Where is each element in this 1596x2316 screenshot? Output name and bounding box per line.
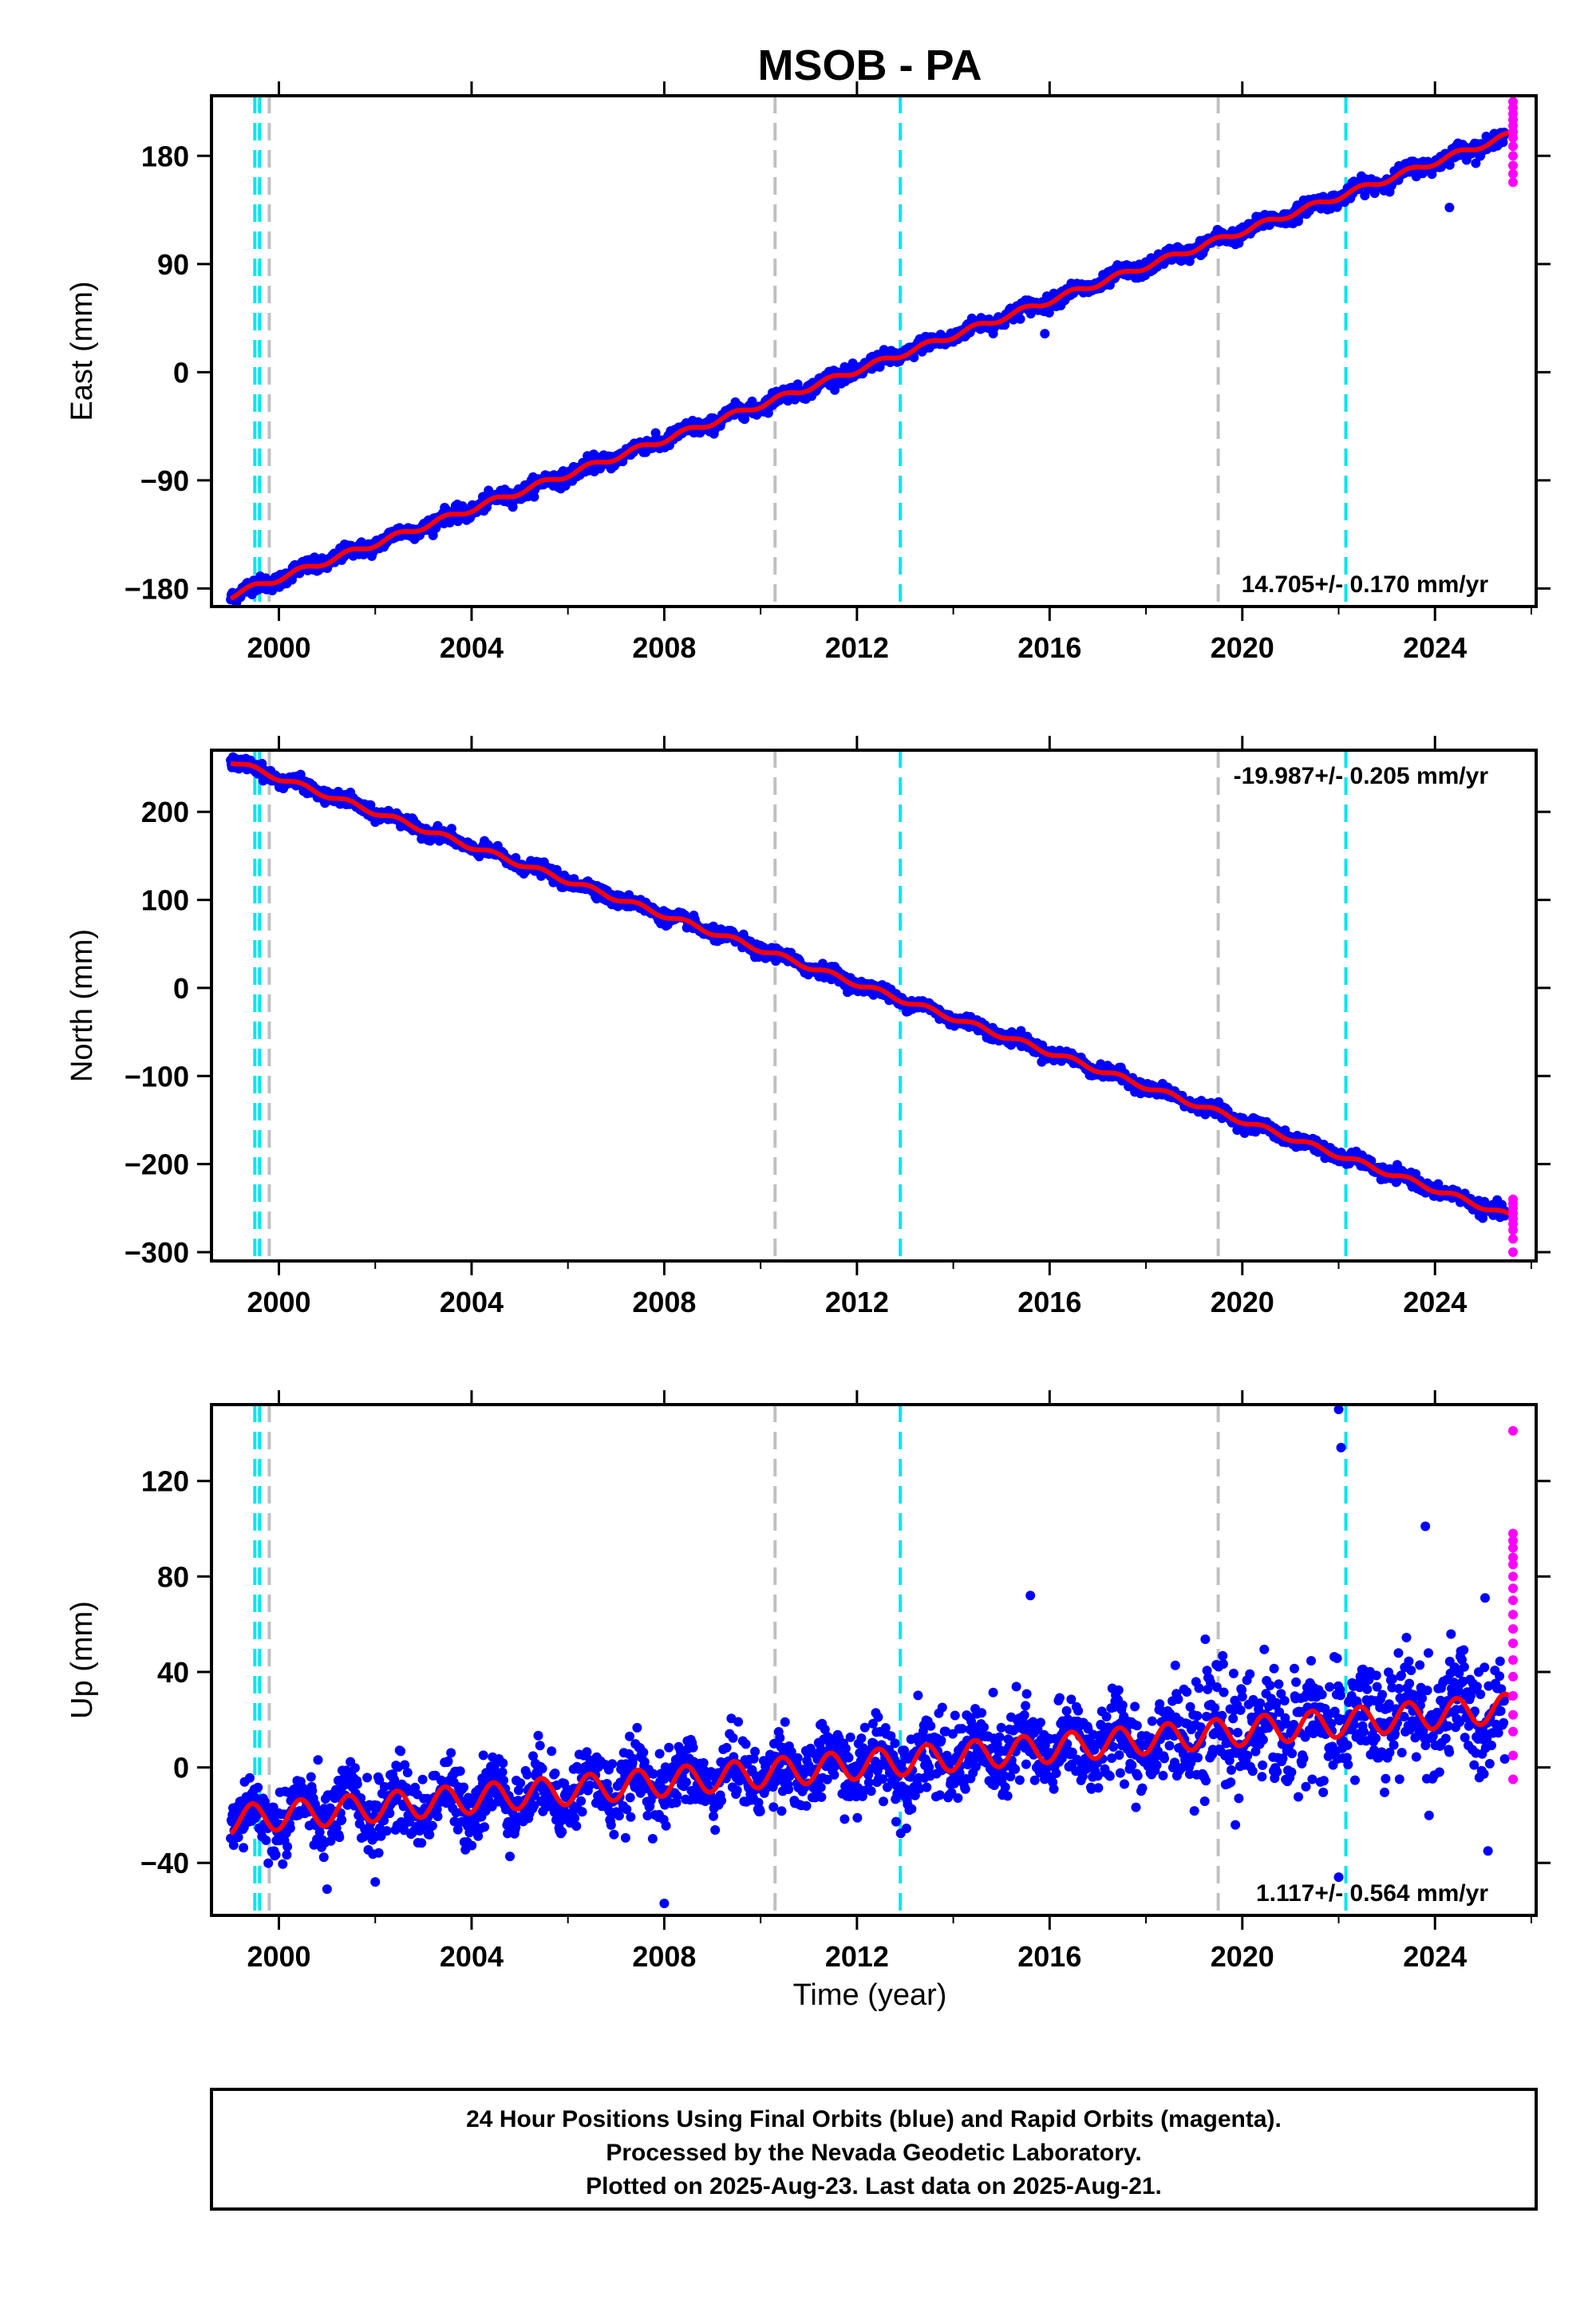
final-point [253, 1782, 263, 1792]
y-tick-label: −180 [124, 572, 189, 605]
final-point [417, 1838, 427, 1848]
x-tick-label: 2024 [1403, 1286, 1467, 1318]
final-point [459, 1782, 469, 1792]
plot-area [226, 96, 1519, 607]
rapid-point [1508, 151, 1519, 161]
final-point [306, 1772, 316, 1782]
final-point [381, 1826, 392, 1836]
plot-area [226, 750, 1519, 1261]
x-tick-label: 2000 [247, 631, 310, 664]
x-tick-label: 2000 [247, 1286, 310, 1318]
final-point [245, 1773, 255, 1783]
final-point [285, 1823, 295, 1833]
final-point [334, 1832, 345, 1843]
x-tick-label: 2020 [1211, 1286, 1274, 1318]
final-point [427, 1820, 437, 1831]
y-tick-label: 0 [173, 972, 189, 1005]
final-point [278, 1859, 288, 1869]
final-point [313, 1755, 323, 1765]
final-point [402, 1768, 413, 1778]
plot-area [226, 1405, 1519, 1915]
y-tick-label: −300 [124, 1236, 189, 1269]
final-point [337, 1815, 347, 1825]
x-tick-label: 2004 [440, 631, 504, 664]
x-tick-label: 2024 [1403, 631, 1467, 664]
rapid-point [1508, 141, 1519, 152]
rapid-point [1508, 177, 1519, 188]
x-tick-label: 2020 [1211, 631, 1274, 664]
y-tick-label: −200 [124, 1148, 189, 1181]
x-tick-label: 2004 [440, 1286, 504, 1318]
final-points [226, 1405, 1510, 1909]
y-axis-label: East (mm) [65, 281, 99, 421]
x-tick-label: 2016 [1017, 631, 1081, 664]
final-point [428, 530, 438, 540]
final-point [233, 1832, 243, 1843]
east-panel: 2000 2004 2008 2012 2016 2020 2024 −180 −90 0 90 18… [65, 81, 1551, 664]
x-tick-label: 2016 [1017, 1286, 1081, 1318]
rapid-points [1508, 1194, 1519, 1257]
final-point [282, 1841, 293, 1852]
final-point [352, 1779, 362, 1789]
rapid-point [1508, 1234, 1519, 1244]
final-point [362, 1773, 373, 1783]
final-point [396, 1746, 406, 1757]
north-panel: 2000 2004 2008 2012 2016 2020 2024−300−200−100… [65, 736, 1551, 1318]
x-tick-label: 2012 [825, 631, 889, 664]
final-point [373, 1848, 384, 1858]
final-point [1015, 314, 1025, 324]
final-point [263, 1858, 274, 1868]
outlier-point [1444, 203, 1455, 213]
final-point [455, 1766, 465, 1777]
final-point [508, 502, 518, 512]
rapid-point [1508, 97, 1519, 107]
y-tick-label: 100 [141, 884, 189, 917]
final-point [295, 769, 306, 780]
y-tick-label: −90 [140, 464, 189, 497]
final-point [425, 1829, 435, 1840]
final-point [1444, 160, 1455, 170]
outlier-point [1040, 329, 1050, 339]
final-point [529, 492, 539, 502]
x-tick-label: 2008 [632, 1286, 696, 1318]
rapid-points [1508, 97, 1519, 188]
final-point [909, 352, 919, 362]
final-point [709, 921, 718, 931]
rapid-point [1508, 160, 1519, 171]
y-tick-label: 90 [157, 248, 189, 281]
final-point [1471, 158, 1481, 168]
final-point [385, 1808, 395, 1819]
up-panel: 2000 2004 2008 2012 2016 2020 2024−4004080120U… [65, 1390, 1551, 1973]
final-point [318, 1852, 329, 1863]
model-fit-line [230, 761, 1514, 1218]
model-fit-line [229, 130, 1512, 601]
figure-title: MSOB - PA [758, 41, 982, 89]
final-point [282, 1850, 292, 1860]
y-axis-label: North (mm) [65, 929, 99, 1082]
x-tick-label: 2012 [825, 1286, 889, 1318]
y-tick-label: −100 [124, 1060, 189, 1093]
final-point [443, 1756, 453, 1766]
final-point [271, 1850, 281, 1860]
plot-frame [210, 94, 1538, 608]
final-point [417, 1774, 428, 1784]
rapid-point [1508, 1247, 1519, 1257]
y-tick-label: 0 [173, 356, 189, 389]
y-tick-label: 180 [141, 140, 189, 172]
final-point [1016, 1026, 1026, 1036]
velocity-label: -19.987+/- 0.205 mm/yr [1234, 763, 1489, 789]
final-point [830, 385, 840, 395]
final-point [239, 1843, 249, 1853]
y-tick-label: 200 [141, 796, 189, 828]
final-point [261, 1835, 271, 1845]
velocity-label: 14.705+/- 0.170 mm/yr [1242, 571, 1489, 598]
rapid-point [1508, 168, 1519, 179]
x-tick-label: 2008 [632, 631, 696, 664]
final-point [433, 1812, 443, 1821]
rapid-point [1508, 1194, 1519, 1204]
final-point [446, 1748, 456, 1758]
final-point [350, 1763, 360, 1773]
